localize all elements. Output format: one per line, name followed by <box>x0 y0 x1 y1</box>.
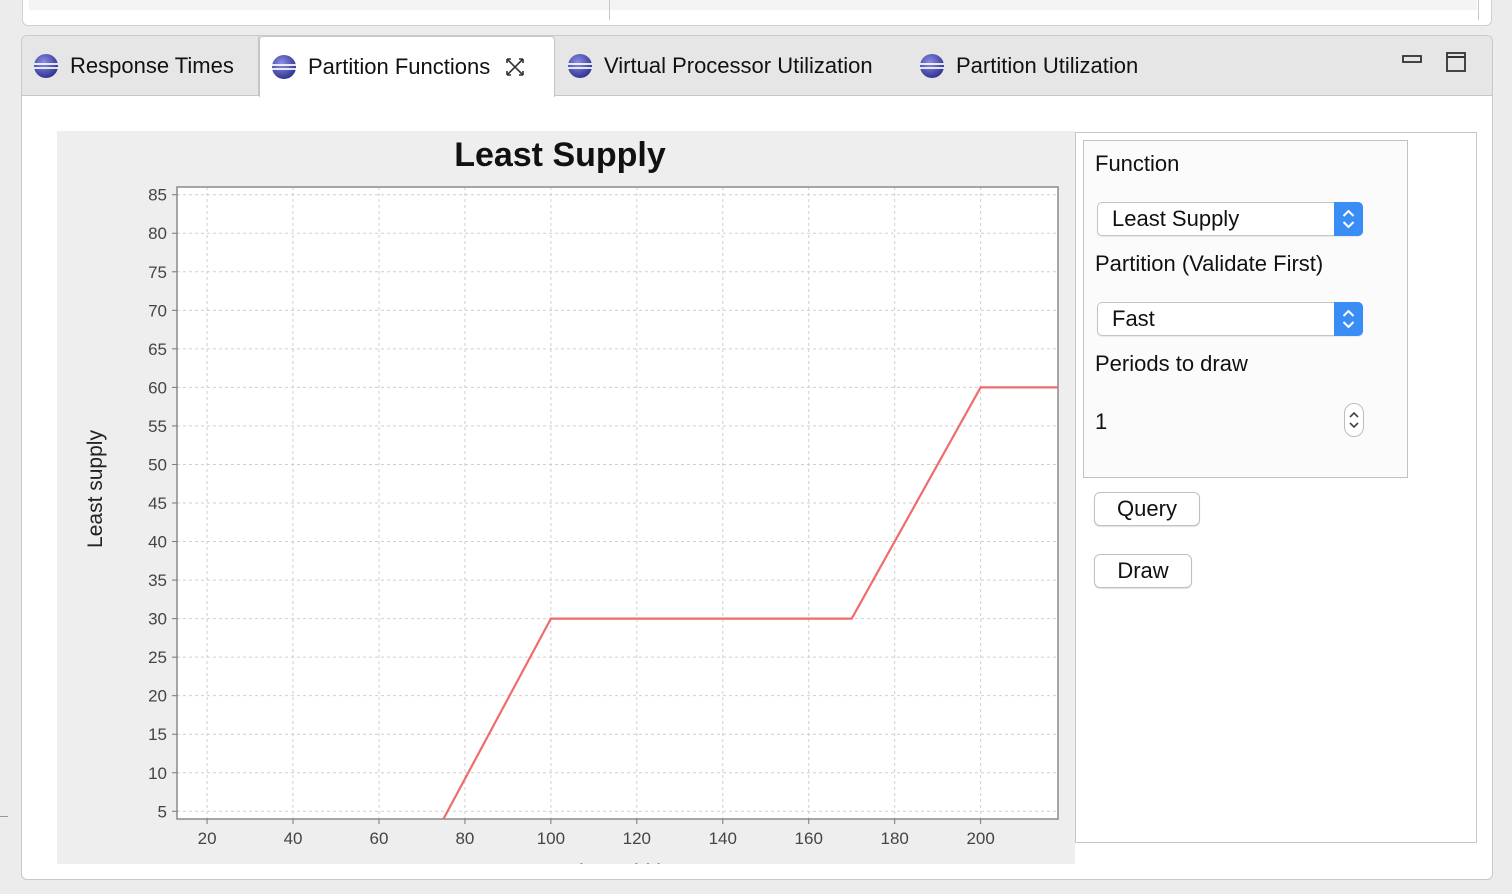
y-tick-label: 10 <box>148 764 167 783</box>
tab-label: Response Times <box>70 53 234 78</box>
y-tick-label: 30 <box>148 610 167 629</box>
y-tick-label: 85 <box>148 186 167 205</box>
periods-label: Periods to draw <box>1095 351 1248 376</box>
gear-icon <box>272 55 296 79</box>
tab-virtual-processor-utilization[interactable]: Virtual Processor Utilization <box>556 36 910 96</box>
partition-select[interactable]: Fast <box>1097 302 1363 336</box>
y-tick-label: 25 <box>148 648 167 667</box>
x-tick-label: 140 <box>709 829 737 848</box>
chart-title: Least Supply <box>454 136 666 174</box>
x-tick-label: 20 <box>198 829 217 848</box>
x-tick-label: 40 <box>284 829 303 848</box>
tab-label: Virtual Processor Utilization <box>604 53 873 78</box>
y-tick-label: 45 <box>148 494 167 513</box>
tab-bar: Response Times Partition Functions Virtu… <box>22 36 1492 97</box>
maximize-icon[interactable] <box>1444 50 1468 74</box>
partition-functions-view: Response Times Partition Functions Virtu… <box>21 35 1493 880</box>
tab-partition-utilization[interactable]: Partition Utilization <box>908 36 1188 96</box>
y-tick-label: 15 <box>148 725 167 744</box>
x-tick-label: 180 <box>881 829 909 848</box>
partition-label: Partition (Validate First) <box>1095 251 1324 276</box>
x-tick-label: 160 <box>795 829 823 848</box>
y-tick-label: 35 <box>148 571 167 590</box>
y-axis-label: Least supply <box>84 430 107 548</box>
chart-canvas: 20 40 60 80 100 120 140 160 180 200 5 10 15 20 25 30 35 4… <box>84 136 1059 864</box>
least-supply-chart: 20 40 60 80 100 120 140 160 180 200 5 10 15 20 25 30 35 4… <box>57 131 1075 864</box>
x-tick-label: 120 <box>623 829 651 848</box>
select-arrows-icon <box>1334 202 1363 236</box>
upper-view-divider-right <box>1478 0 1479 20</box>
function-group: Function Least Supply Partition (Validat… <box>1083 140 1408 478</box>
y-tick-label: 70 <box>148 301 167 320</box>
function-controls-panel: Function Least Supply Partition (Validat… <box>1075 132 1477 843</box>
left-edge-mark <box>0 816 8 817</box>
select-arrows-icon <box>1334 302 1363 336</box>
y-tick-label: 50 <box>148 455 167 474</box>
periods-stepper[interactable] <box>1344 403 1364 437</box>
y-tick-label: 65 <box>148 340 167 359</box>
gear-icon <box>920 54 944 78</box>
periods-input[interactable]: 1 <box>1095 409 1108 434</box>
gear-icon <box>568 54 592 78</box>
close-icon[interactable] <box>504 56 526 78</box>
x-tick-label: 60 <box>370 829 389 848</box>
upper-view-content <box>29 0 1477 10</box>
x-tick-label: 100 <box>537 829 565 848</box>
y-tick-label: 20 <box>148 687 167 706</box>
minimize-icon[interactable] <box>1400 50 1424 74</box>
partition-select-value: Fast <box>1112 306 1155 331</box>
tab-label: Partition Functions <box>308 54 491 79</box>
query-button[interactable]: Query <box>1094 492 1200 526</box>
gear-icon <box>34 54 58 78</box>
y-tick-label: 60 <box>148 378 167 397</box>
series-line <box>442 386 1058 819</box>
y-tick-label: 5 <box>158 802 167 821</box>
function-label: Function <box>1095 151 1180 176</box>
x-tick-label: 200 <box>966 829 994 848</box>
upper-view-divider <box>609 0 610 20</box>
tab-response-times[interactable]: Response Times <box>22 36 258 96</box>
stepper-arrows-icon <box>1349 411 1359 429</box>
upper-view-edge <box>22 0 1492 26</box>
tab-separator <box>258 36 259 96</box>
function-select-value: Least Supply <box>1112 206 1240 231</box>
draw-button[interactable]: Draw <box>1094 554 1192 588</box>
function-select[interactable]: Least Supply <box>1097 202 1363 236</box>
y-tick-label: 55 <box>148 417 167 436</box>
y-tick-label: 80 <box>148 224 167 243</box>
x-tick-label: 80 <box>455 829 474 848</box>
y-tick-label: 75 <box>148 263 167 282</box>
y-tick-label: 40 <box>148 533 167 552</box>
tab-partition-functions[interactable]: Partition Functions <box>259 36 555 97</box>
tab-label: Partition Utilization <box>956 53 1139 78</box>
x-axis-label: Time width <box>567 861 668 864</box>
